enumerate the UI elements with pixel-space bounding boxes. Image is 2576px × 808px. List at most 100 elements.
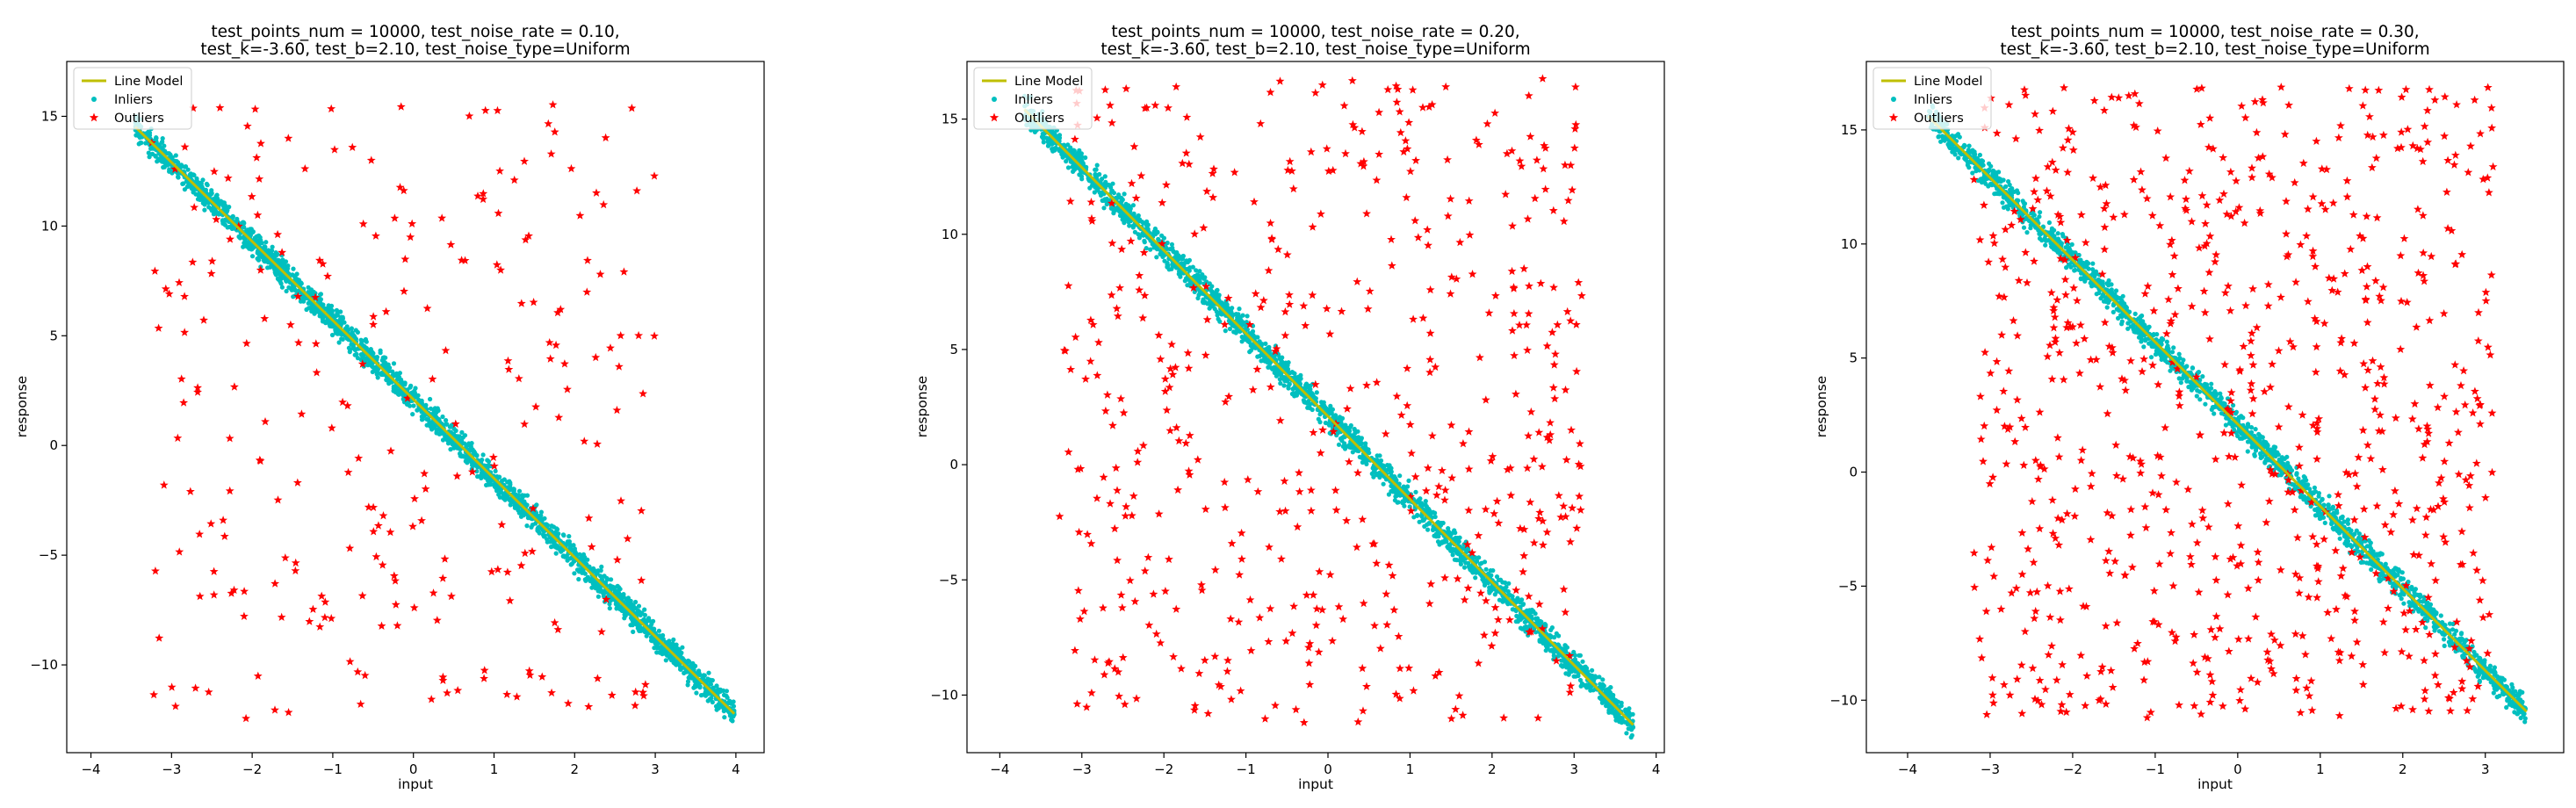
subplot-2-outlier-point: [1339, 614, 1348, 624]
subplot-2-outlier-point: [1275, 507, 1285, 516]
subplot-2-outlier-point: [1122, 83, 1131, 93]
subplot-2-inlier-point: [1128, 209, 1133, 214]
subplot-1-outlier-point: [524, 231, 533, 240]
subplot-2-inlier-point: [1402, 485, 1407, 490]
subplot-1-outlier-point: [378, 560, 387, 569]
subplot-1-inlier-point: [259, 241, 264, 246]
subplot-2-inlier-point: [1431, 509, 1436, 515]
subplot-2-inlier-point: [1630, 711, 1635, 717]
subplot-1-inlier-point: [309, 304, 314, 309]
subplot-2-inlier-point: [1286, 386, 1291, 391]
subplot-2-inlier-point: [1562, 643, 1568, 648]
subplot-1-outlier-point: [395, 183, 405, 191]
subplot-1-inlier-point: [136, 141, 141, 147]
subplot-2-outlier-point: [1151, 100, 1160, 110]
subplot-2-inlier-point: [1123, 206, 1129, 211]
subplot-1-inlier-point: [346, 345, 351, 350]
subplot-1-outlier-point: [229, 585, 239, 595]
subplot-2-outlier-point: [1308, 290, 1317, 299]
subplot-2-outlier-point: [1458, 711, 1468, 719]
subplot-1-outlier-point: [360, 670, 370, 680]
subplot-1-outlier-point: [556, 305, 566, 314]
subplot-2-outlier-point: [1253, 487, 1263, 496]
subplot-2-inlier-point: [1548, 633, 1554, 639]
subplot-2-inlier-point: [1140, 230, 1145, 236]
subplot-2-outlier-point: [1542, 341, 1552, 350]
subplot-2-inlier-point: [1151, 231, 1156, 236]
subplot-2-outlier-point: [1115, 283, 1124, 292]
subplot-2-inlier-point: [1076, 153, 1082, 158]
subplot-2-inlier-point: [1549, 625, 1555, 631]
subplot-1-inlier-point: [496, 474, 501, 480]
subplot-2-outlier-point: [1522, 320, 1531, 329]
subplot-1-inlier-point: [465, 460, 470, 465]
subplot-2-inlier-point: [1155, 230, 1160, 235]
subplot-1-outlier-point: [155, 633, 164, 642]
subplot-1-outlier-point: [410, 494, 419, 503]
subplot-1-outlier-point: [381, 307, 391, 316]
subplot-2-inlier-point: [1327, 430, 1332, 436]
subplot-2-inlier-point: [1241, 335, 1246, 341]
subplot-2-outlier-point: [1245, 320, 1254, 328]
subplot-2-outlier-point: [1086, 357, 1095, 365]
subplot-1-legend-label: Line Model: [114, 75, 183, 89]
subplot-2-outlier-point: [1446, 289, 1455, 298]
subplot-2-inlier-point: [1623, 707, 1628, 712]
subplot-1-inlier-point: [631, 629, 636, 635]
subplot-1-inlier-point: [522, 493, 528, 498]
subplot-2-outlier-point: [1329, 427, 1339, 436]
subplot-2-inlier-point: [1541, 639, 1547, 645]
subplot-1-inlier-point: [594, 582, 600, 588]
subplot-1-title-line-2: test_k=-3.60, test_b=2.10, test_noise_ty…: [200, 40, 630, 59]
subplot-2-inlier-point: [1569, 668, 1575, 674]
subplot-1-y-tick-label: 5: [49, 328, 58, 343]
subplot-2-inlier-point: [1386, 492, 1391, 497]
subplot-2-outlier-point: [1422, 486, 1431, 495]
subplot-1-inlier-point: [256, 257, 262, 263]
subplot-2-inlier-point: [1615, 713, 1621, 718]
subplot-2-outlier-point: [1391, 81, 1401, 90]
subplot-1-outlier-point: [327, 104, 336, 113]
subplot-2-inlier-point: [1093, 167, 1099, 172]
subplot-1-inlier-point: [349, 342, 354, 347]
subplot-2-inlier-point: [1094, 162, 1100, 168]
subplot-2-outlier-point: [1525, 281, 1533, 290]
subplot-2-outlier-point: [1561, 608, 1570, 617]
subplot-1-inlier-point: [561, 533, 566, 538]
subplot-1-outlier-point: [223, 173, 233, 183]
subplot-2-inlier-point: [1187, 279, 1193, 285]
subplot-1-inlier-point: [567, 542, 573, 547]
subplot-1-inlier-point: [630, 617, 635, 622]
subplot-2-inlier-point: [1402, 503, 1407, 509]
subplot-1-outlier-point: [372, 231, 380, 240]
subplot-2-outlier-point: [1073, 586, 1083, 595]
subplot-1-outlier-point: [489, 461, 499, 470]
subplot-2-outlier-point: [1202, 314, 1212, 324]
subplot-2-outlier-point: [1316, 448, 1325, 458]
subplot-2-outlier-point: [1072, 699, 1082, 708]
subplot-1-inlier-point: [213, 209, 220, 215]
subplot-2-outlier-point: [1565, 651, 1575, 660]
subplot-2-outlier-point: [1165, 426, 1175, 435]
subplot-2-inlier-point: [1259, 352, 1264, 357]
subplot-1-outlier-point: [538, 672, 547, 681]
subplot-1-outlier-point: [521, 234, 530, 244]
subplot-2-outlier-point: [1181, 438, 1191, 447]
subplot-1-outlier-point: [502, 689, 512, 698]
subplot-1-outlier-point: [632, 186, 642, 195]
subplot-1-inlier-point: [721, 692, 727, 698]
subplot-2-outlier-point: [1538, 624, 1548, 633]
subplot-2-outlier-point: [1149, 589, 1158, 598]
subplot-2-outlier-point: [1363, 304, 1373, 314]
subplot-1-outlier-point: [493, 105, 502, 115]
subplot-1-outlier-point: [553, 307, 562, 317]
subplot-2-outlier-point: [1463, 583, 1473, 592]
subplot-2-outlier-point: [1388, 571, 1397, 580]
subplot-1-outlier-point: [240, 611, 249, 620]
subplot-2-inlier-point: [1563, 671, 1569, 676]
subplot-1-outlier-point: [495, 166, 504, 175]
subplot-1-outlier-point: [563, 385, 572, 393]
subplot-2-outlier-point: [1575, 439, 1584, 448]
subplot-2-inlier-point: [1148, 247, 1153, 252]
subplot-1-outlier-point: [520, 548, 530, 558]
